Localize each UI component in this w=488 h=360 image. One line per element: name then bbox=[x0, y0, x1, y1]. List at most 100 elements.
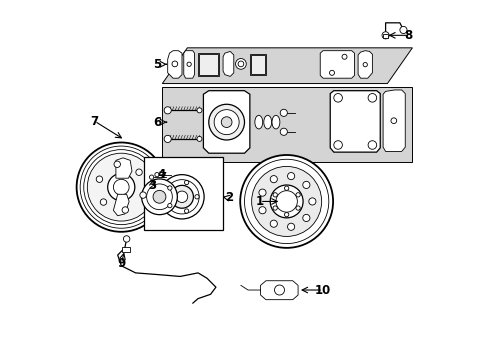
Bar bbox=[122, 247, 130, 252]
Polygon shape bbox=[223, 51, 233, 76]
Text: 9: 9 bbox=[117, 257, 125, 270]
Circle shape bbox=[164, 135, 171, 143]
Circle shape bbox=[142, 179, 177, 215]
Circle shape bbox=[251, 166, 321, 237]
Circle shape bbox=[329, 70, 334, 75]
Circle shape bbox=[176, 191, 187, 203]
Text: 7: 7 bbox=[90, 114, 98, 127]
Polygon shape bbox=[113, 194, 129, 216]
Circle shape bbox=[287, 172, 294, 180]
Circle shape bbox=[113, 179, 129, 195]
Polygon shape bbox=[116, 158, 132, 178]
Circle shape bbox=[197, 136, 202, 141]
Circle shape bbox=[153, 190, 165, 203]
Text: 5: 5 bbox=[153, 58, 162, 71]
Polygon shape bbox=[260, 281, 298, 300]
Circle shape bbox=[363, 63, 366, 67]
Circle shape bbox=[302, 215, 309, 221]
Circle shape bbox=[184, 180, 188, 185]
Polygon shape bbox=[167, 51, 182, 78]
Circle shape bbox=[214, 110, 239, 135]
Bar bbox=[382, 33, 387, 38]
Circle shape bbox=[172, 61, 177, 67]
Bar bbox=[251, 55, 264, 74]
Circle shape bbox=[149, 175, 153, 179]
Circle shape bbox=[308, 198, 315, 205]
Circle shape bbox=[96, 176, 102, 183]
Circle shape bbox=[167, 186, 172, 190]
Circle shape bbox=[270, 220, 277, 227]
Circle shape bbox=[244, 159, 328, 244]
Circle shape bbox=[333, 141, 342, 149]
Circle shape bbox=[333, 94, 342, 102]
Circle shape bbox=[367, 94, 376, 102]
Ellipse shape bbox=[263, 115, 271, 129]
Circle shape bbox=[186, 62, 191, 66]
Text: 10: 10 bbox=[314, 284, 330, 297]
Circle shape bbox=[170, 185, 193, 208]
Circle shape bbox=[155, 172, 159, 177]
Circle shape bbox=[235, 59, 246, 69]
Circle shape bbox=[80, 146, 162, 228]
Polygon shape bbox=[382, 90, 405, 152]
Circle shape bbox=[140, 192, 146, 198]
Circle shape bbox=[240, 155, 332, 248]
Bar bbox=[199, 54, 218, 75]
Circle shape bbox=[100, 199, 106, 205]
Circle shape bbox=[272, 193, 277, 197]
Circle shape bbox=[390, 118, 396, 123]
Circle shape bbox=[341, 54, 346, 59]
Circle shape bbox=[367, 141, 376, 149]
Circle shape bbox=[208, 104, 244, 140]
Polygon shape bbox=[203, 91, 249, 153]
Bar bbox=[198, 53, 219, 76]
Circle shape bbox=[275, 191, 297, 212]
Ellipse shape bbox=[271, 115, 279, 129]
Circle shape bbox=[274, 285, 284, 295]
Circle shape bbox=[381, 32, 388, 39]
Circle shape bbox=[295, 206, 300, 210]
Circle shape bbox=[287, 223, 294, 230]
Circle shape bbox=[87, 153, 155, 221]
Circle shape bbox=[280, 109, 287, 116]
Polygon shape bbox=[162, 48, 411, 84]
Circle shape bbox=[221, 117, 231, 127]
Circle shape bbox=[270, 176, 277, 183]
Circle shape bbox=[107, 174, 135, 201]
Ellipse shape bbox=[254, 115, 262, 129]
Polygon shape bbox=[329, 91, 380, 152]
Circle shape bbox=[280, 128, 287, 135]
Polygon shape bbox=[183, 51, 194, 78]
Circle shape bbox=[184, 209, 188, 213]
FancyBboxPatch shape bbox=[144, 157, 223, 230]
Text: 3: 3 bbox=[148, 179, 156, 192]
Circle shape bbox=[164, 180, 199, 214]
Text: 1: 1 bbox=[255, 195, 264, 208]
Circle shape bbox=[270, 185, 303, 218]
Circle shape bbox=[399, 26, 406, 33]
Circle shape bbox=[295, 193, 300, 197]
Polygon shape bbox=[357, 51, 372, 78]
Circle shape bbox=[302, 181, 309, 189]
Circle shape bbox=[114, 161, 120, 167]
Circle shape bbox=[122, 207, 128, 213]
Text: 6: 6 bbox=[153, 116, 162, 129]
Circle shape bbox=[77, 143, 165, 232]
Circle shape bbox=[123, 236, 130, 242]
Circle shape bbox=[194, 195, 199, 199]
Circle shape bbox=[197, 108, 202, 113]
Circle shape bbox=[164, 107, 171, 114]
Text: 4: 4 bbox=[157, 168, 165, 181]
Text: 2: 2 bbox=[224, 192, 232, 204]
Circle shape bbox=[136, 169, 142, 175]
Polygon shape bbox=[162, 87, 411, 162]
Circle shape bbox=[238, 61, 244, 67]
Circle shape bbox=[258, 189, 265, 196]
Bar bbox=[249, 54, 265, 75]
Circle shape bbox=[146, 184, 172, 210]
Circle shape bbox=[83, 150, 159, 225]
Circle shape bbox=[258, 207, 265, 214]
Circle shape bbox=[167, 203, 172, 208]
Circle shape bbox=[272, 206, 277, 210]
Circle shape bbox=[160, 175, 203, 219]
